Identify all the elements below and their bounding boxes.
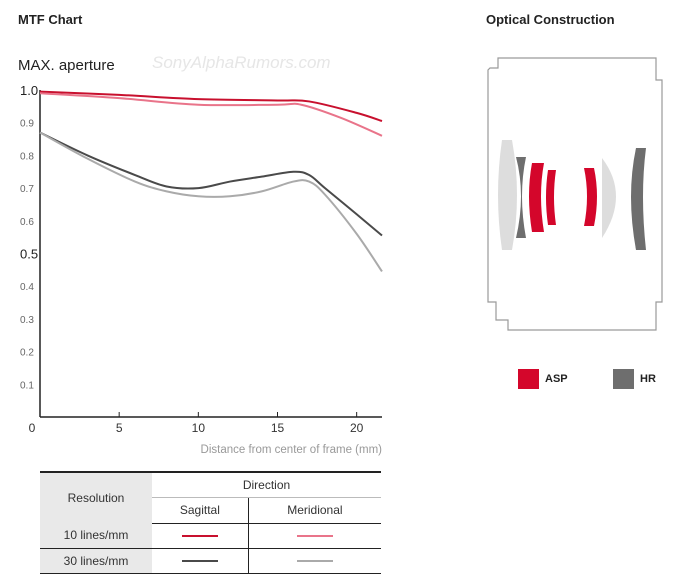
hr-element-1 — [516, 157, 526, 238]
y-tick-label: 1.0 — [20, 83, 38, 98]
hr-legend-swatch — [613, 369, 634, 389]
series-line-1 — [39, 90, 383, 123]
y-tick-label: 0.8 — [20, 151, 34, 162]
row-label-30lpmm: 30 lines/mm — [40, 548, 152, 574]
y-tick-label: 0.3 — [20, 315, 34, 326]
legend-line-10-sagittal — [181, 535, 218, 538]
x-tick-label: 5 — [116, 421, 123, 435]
hr-element-2 — [631, 148, 646, 250]
resolution-legend-table: Resolution Direction Sagittal Meridional… — [40, 471, 381, 574]
lens-barrel-outline — [487, 57, 663, 331]
asp-element-3 — [584, 168, 597, 226]
y-tick-label: 0.4 — [20, 282, 34, 293]
lens-element-2 — [602, 158, 616, 238]
series-line-3 — [39, 131, 383, 237]
y-tick-label: 0.2 — [20, 348, 34, 359]
row-label-10lpmm: 10 lines/mm — [40, 523, 152, 549]
optical-construction-heading: Optical Construction — [486, 12, 615, 27]
x-tick-label: 0 — [29, 421, 36, 435]
meridional-header: Meridional — [248, 497, 381, 524]
legend-line-30-sagittal — [181, 560, 218, 563]
direction-header: Direction — [152, 471, 381, 499]
asp-element-1 — [529, 163, 544, 232]
legend-line-30-meridional — [296, 560, 333, 563]
asp-legend-swatch — [518, 369, 539, 389]
table-row: 30 lines/mm — [40, 548, 381, 574]
resolution-header: Resolution — [40, 471, 152, 523]
y-tick-label: 0.7 — [20, 184, 34, 195]
mtf-chart: SonyAlphaRumors.com MAX. aperture 0.1 0.2… — [18, 53, 383, 456]
x-tick-label: 20 — [350, 421, 364, 435]
y-tick-label: 0.1 — [20, 380, 34, 391]
asp-element-2 — [546, 170, 556, 225]
x-tick-label: 10 — [192, 421, 206, 435]
hr-legend-label: HR — [640, 373, 656, 385]
table-row: 10 lines/mm — [40, 523, 381, 549]
y-tick-label: 0.9 — [20, 119, 34, 130]
sagittal-header: Sagittal — [152, 497, 249, 524]
x-axis-label: Distance from center of frame (mm) — [201, 444, 383, 456]
y-tick-label: 0.5 — [20, 247, 38, 262]
optical-construction-diagram — [487, 57, 663, 331]
lens-element-1 — [498, 140, 517, 250]
watermark-text: SonyAlphaRumors.com — [152, 53, 331, 72]
legend-line-10-meridional — [296, 535, 333, 538]
chart-title: MAX. aperture — [18, 57, 115, 74]
x-tick-label: 15 — [271, 421, 285, 435]
series-line-2 — [39, 92, 383, 137]
series-line-4 — [39, 131, 383, 273]
y-tick-label: 0.6 — [20, 217, 34, 228]
mtf-chart-heading: MTF Chart — [18, 12, 83, 27]
asp-legend-label: ASP — [545, 373, 568, 385]
